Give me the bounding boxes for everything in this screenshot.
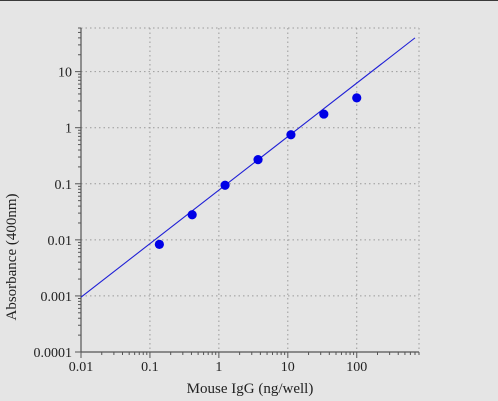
points-layer [154, 93, 362, 249]
x-tick-label: 10 [281, 360, 295, 375]
data-point [352, 93, 362, 103]
data-point [253, 154, 263, 165]
axis-layer [75, 27, 420, 358]
grid-layer [81, 27, 420, 352]
x-tick-label: 100 [346, 360, 367, 375]
y-tick-label: 0.001 [41, 290, 73, 305]
data-point [154, 239, 164, 249]
x-tick-label: 1 [215, 360, 222, 375]
y-tick-label: 0.01 [48, 234, 73, 249]
data-point [286, 130, 296, 140]
y-axis-label: Absorbance (400nm) [4, 193, 20, 320]
data-point [319, 109, 329, 119]
data-point [187, 210, 197, 220]
tick-label-layer: 0.01 0.1 1 10 100 0.0001 0.001 0.01 0.1 1 10 [34, 66, 368, 375]
x-tick-label: 0.01 [69, 360, 94, 375]
x-axis-label: Mouse IgG (ng/well) [187, 381, 314, 397]
y-tick-label: 10 [58, 66, 72, 81]
x-tick-label: 0.1 [141, 360, 159, 375]
fit-line-layer [80, 37, 416, 298]
y-tick-label: 0.0001 [34, 346, 73, 361]
y-tick-label: 0.1 [55, 178, 73, 193]
fit-line [80, 37, 416, 298]
data-point [220, 180, 230, 190]
y-tick-label: 1 [65, 122, 72, 137]
